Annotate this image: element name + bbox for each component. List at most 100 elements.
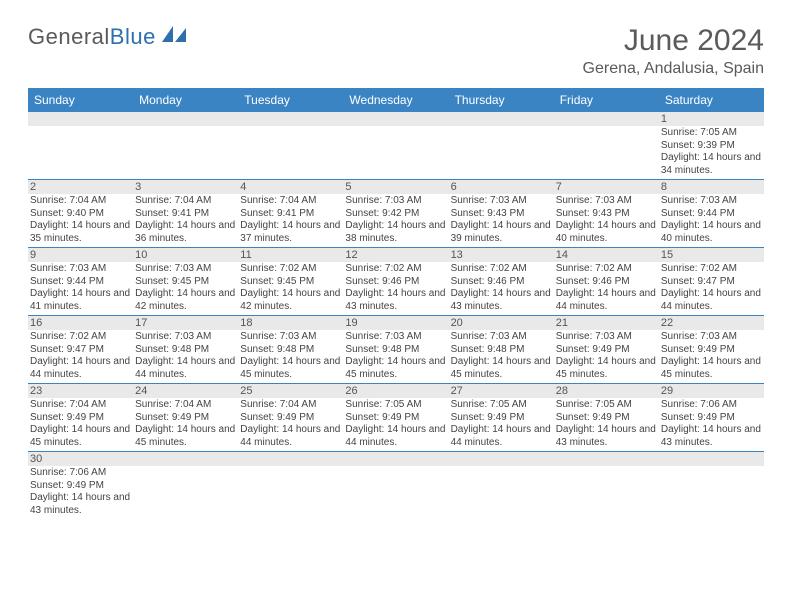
day-number — [554, 452, 659, 466]
weeks-container: 1Sunrise: 7:05 AMSunset: 9:39 PMDaylight… — [28, 112, 764, 519]
day-number: 27 — [449, 384, 554, 398]
week-row: Sunrise: 7:04 AMSunset: 9:49 PMDaylight:… — [28, 398, 764, 452]
day-number: 16 — [28, 316, 133, 330]
calendar-page: GeneralBlue June 2024 Gerena, Andalusia,… — [0, 0, 792, 529]
day-cell: Sunrise: 7:03 AMSunset: 9:44 PMDaylight:… — [659, 194, 764, 247]
daynum-row: 16171819202122 — [28, 316, 764, 330]
day-number: 11 — [238, 248, 343, 262]
week-row: Sunrise: 7:06 AMSunset: 9:49 PMDaylight:… — [28, 466, 764, 519]
day-cell: Sunrise: 7:03 AMSunset: 9:49 PMDaylight:… — [659, 330, 764, 383]
week-row: Sunrise: 7:02 AMSunset: 9:47 PMDaylight:… — [28, 330, 764, 384]
day-number: 29 — [659, 384, 764, 398]
empty-cell — [343, 466, 448, 519]
day-cell: Sunrise: 7:03 AMSunset: 9:42 PMDaylight:… — [343, 194, 448, 247]
day-cell: Sunrise: 7:03 AMSunset: 9:44 PMDaylight:… — [28, 262, 133, 315]
sail-icon — [162, 24, 188, 50]
daynum-row: 23242526272829 — [28, 384, 764, 398]
dow-cell: Friday — [554, 88, 659, 112]
day-cell: Sunrise: 7:04 AMSunset: 9:41 PMDaylight:… — [238, 194, 343, 247]
day-cell: Sunrise: 7:02 AMSunset: 9:47 PMDaylight:… — [28, 330, 133, 383]
day-number: 24 — [133, 384, 238, 398]
day-cell: Sunrise: 7:06 AMSunset: 9:49 PMDaylight:… — [28, 466, 133, 519]
daynum-row: 2345678 — [28, 180, 764, 194]
day-number — [554, 112, 659, 126]
day-cell: Sunrise: 7:04 AMSunset: 9:41 PMDaylight:… — [133, 194, 238, 247]
day-number: 15 — [659, 248, 764, 262]
day-cell: Sunrise: 7:03 AMSunset: 9:48 PMDaylight:… — [343, 330, 448, 383]
empty-cell — [238, 466, 343, 519]
day-cell: Sunrise: 7:05 AMSunset: 9:49 PMDaylight:… — [554, 398, 659, 451]
logo: GeneralBlue — [28, 24, 188, 50]
day-cell: Sunrise: 7:05 AMSunset: 9:39 PMDaylight:… — [659, 126, 764, 179]
day-number: 26 — [343, 384, 448, 398]
daynum-row: 1 — [28, 112, 764, 126]
day-number: 6 — [449, 180, 554, 194]
day-cell: Sunrise: 7:03 AMSunset: 9:45 PMDaylight:… — [133, 262, 238, 315]
day-number: 19 — [343, 316, 448, 330]
dow-cell: Sunday — [28, 88, 133, 112]
empty-cell — [449, 126, 554, 179]
day-cell: Sunrise: 7:06 AMSunset: 9:49 PMDaylight:… — [659, 398, 764, 451]
week-row: Sunrise: 7:04 AMSunset: 9:40 PMDaylight:… — [28, 194, 764, 248]
daynum-row: 9101112131415 — [28, 248, 764, 262]
empty-cell — [659, 466, 764, 519]
dow-cell: Wednesday — [343, 88, 448, 112]
empty-cell — [554, 466, 659, 519]
week-row: Sunrise: 7:05 AMSunset: 9:39 PMDaylight:… — [28, 126, 764, 180]
empty-cell — [28, 126, 133, 179]
logo-text-general: General — [28, 24, 110, 50]
day-cell: Sunrise: 7:02 AMSunset: 9:46 PMDaylight:… — [554, 262, 659, 315]
day-number: 12 — [343, 248, 448, 262]
day-cell: Sunrise: 7:05 AMSunset: 9:49 PMDaylight:… — [449, 398, 554, 451]
calendar-grid: SundayMondayTuesdayWednesdayThursdayFrid… — [28, 88, 764, 519]
day-number — [343, 112, 448, 126]
dow-cell: Tuesday — [238, 88, 343, 112]
day-cell: Sunrise: 7:02 AMSunset: 9:46 PMDaylight:… — [343, 262, 448, 315]
days-of-week-row: SundayMondayTuesdayWednesdayThursdayFrid… — [28, 88, 764, 112]
day-number: 30 — [28, 452, 133, 466]
dow-cell: Monday — [133, 88, 238, 112]
day-cell: Sunrise: 7:03 AMSunset: 9:48 PMDaylight:… — [238, 330, 343, 383]
day-cell: Sunrise: 7:03 AMSunset: 9:48 PMDaylight:… — [133, 330, 238, 383]
location-text: Gerena, Andalusia, Spain — [583, 60, 764, 78]
day-cell: Sunrise: 7:02 AMSunset: 9:46 PMDaylight:… — [449, 262, 554, 315]
day-cell: Sunrise: 7:04 AMSunset: 9:49 PMDaylight:… — [133, 398, 238, 451]
day-number — [28, 112, 133, 126]
day-cell: Sunrise: 7:03 AMSunset: 9:43 PMDaylight:… — [449, 194, 554, 247]
day-number — [659, 452, 764, 466]
empty-cell — [449, 466, 554, 519]
day-number — [133, 452, 238, 466]
day-number: 17 — [133, 316, 238, 330]
empty-cell — [133, 126, 238, 179]
week-row: Sunrise: 7:03 AMSunset: 9:44 PMDaylight:… — [28, 262, 764, 316]
day-cell: Sunrise: 7:02 AMSunset: 9:47 PMDaylight:… — [659, 262, 764, 315]
day-number: 25 — [238, 384, 343, 398]
day-number: 21 — [554, 316, 659, 330]
day-cell: Sunrise: 7:03 AMSunset: 9:48 PMDaylight:… — [449, 330, 554, 383]
day-number: 1 — [659, 112, 764, 126]
dow-cell: Saturday — [659, 88, 764, 112]
day-cell: Sunrise: 7:04 AMSunset: 9:40 PMDaylight:… — [28, 194, 133, 247]
month-title: June 2024 — [583, 24, 764, 58]
day-number: 2 — [28, 180, 133, 194]
title-block: June 2024 Gerena, Andalusia, Spain — [583, 24, 764, 78]
empty-cell — [238, 126, 343, 179]
day-number — [449, 452, 554, 466]
day-number — [449, 112, 554, 126]
day-number: 18 — [238, 316, 343, 330]
day-cell: Sunrise: 7:02 AMSunset: 9:45 PMDaylight:… — [238, 262, 343, 315]
day-number: 4 — [238, 180, 343, 194]
day-number: 8 — [659, 180, 764, 194]
logo-text-blue: Blue — [110, 24, 156, 50]
day-cell: Sunrise: 7:03 AMSunset: 9:49 PMDaylight:… — [554, 330, 659, 383]
day-number: 22 — [659, 316, 764, 330]
day-number: 7 — [554, 180, 659, 194]
empty-cell — [343, 126, 448, 179]
daynum-row: 30 — [28, 452, 764, 466]
day-number: 28 — [554, 384, 659, 398]
dow-cell: Thursday — [449, 88, 554, 112]
day-number: 10 — [133, 248, 238, 262]
header: GeneralBlue June 2024 Gerena, Andalusia,… — [28, 24, 764, 78]
day-number: 20 — [449, 316, 554, 330]
day-number — [238, 452, 343, 466]
